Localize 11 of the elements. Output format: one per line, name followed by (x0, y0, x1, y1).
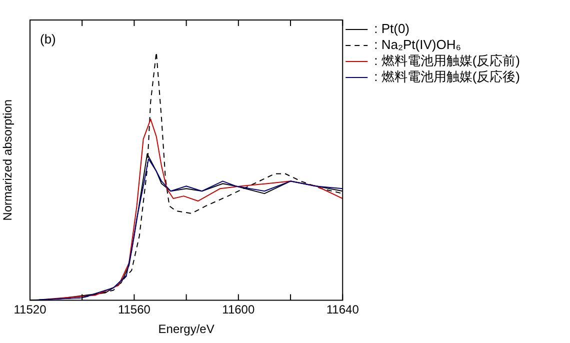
x-tick-label: 11560 (118, 302, 151, 317)
chart-title: (b) (40, 32, 56, 47)
legend-label: : Na₂Pt(IV)OH₆ (374, 37, 461, 52)
x-tick-label: 11600 (222, 302, 255, 317)
y-axis-title: Normarized absorption (0, 99, 14, 221)
legend-label: : 燃料電池用触媒(反応後) (374, 69, 520, 84)
legend-label: : 燃料電池用触媒(反応前) (374, 53, 520, 68)
x-tick-label: 11640 (326, 302, 360, 317)
x-tick-label: 11520 (14, 302, 47, 317)
x-axis-title: Energy/eV (158, 322, 214, 336)
legend-label: : Pt(0) (374, 21, 410, 36)
